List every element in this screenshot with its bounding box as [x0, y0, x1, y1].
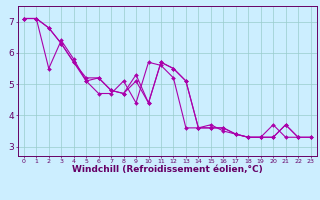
X-axis label: Windchill (Refroidissement éolien,°C): Windchill (Refroidissement éolien,°C) [72, 165, 263, 174]
